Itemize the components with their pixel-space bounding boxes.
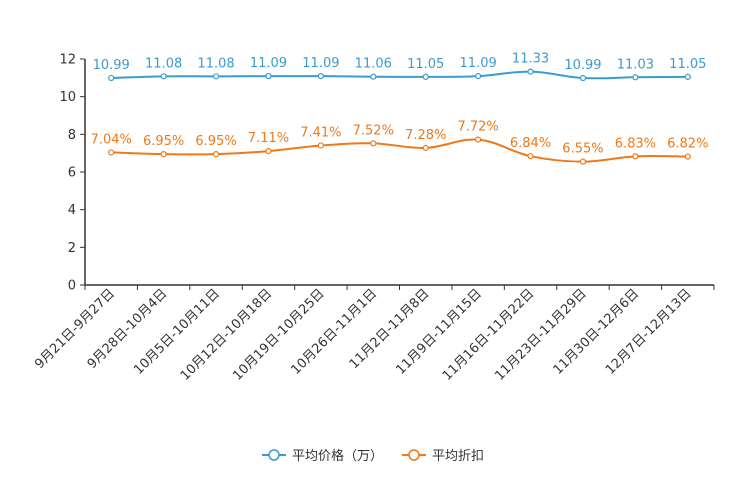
legend-circle-icon	[268, 449, 280, 461]
data-point[interactable]	[317, 142, 324, 149]
legend-item-1[interactable]: 平均折扣	[402, 449, 484, 464]
data-label: 11.09	[460, 56, 497, 71]
legend-item-0[interactable]: 平均价格（万）	[262, 448, 383, 464]
y-tick-label: 6	[68, 166, 76, 181]
y-tick-label: 12	[59, 53, 76, 68]
data-point[interactable]	[108, 74, 115, 82]
data-point[interactable]	[475, 73, 482, 80]
data-point[interactable]	[370, 140, 377, 147]
data-label: 7.11%	[248, 131, 289, 146]
data-label: 6.95%	[143, 134, 184, 149]
data-label: 6.83%	[615, 136, 656, 151]
x-tick-label: 10月19日-10月25日	[230, 286, 327, 383]
data-point[interactable]	[370, 73, 377, 80]
data-point[interactable]	[579, 158, 587, 165]
y-tick-label: 10	[59, 90, 76, 105]
x-tick-label: 11月23日-11月29日	[492, 286, 589, 383]
data-point[interactable]	[317, 73, 324, 80]
axes: 0246810129月21日-9月27日9月28日-10月4日10月5日-10月…	[32, 53, 715, 384]
series-line	[111, 70, 688, 80]
data-label: 7.04%	[91, 132, 132, 147]
data-point[interactable]	[212, 73, 220, 80]
data-label: 6.82%	[667, 137, 708, 152]
y-tick-label: 0	[68, 279, 76, 294]
data-point[interactable]	[475, 136, 482, 143]
data-point[interactable]	[684, 153, 691, 160]
data-label: 11.08	[145, 56, 182, 71]
data-label: 11.33	[512, 52, 549, 67]
data-label: 11.06	[355, 57, 392, 72]
data-label: 11.08	[197, 56, 234, 71]
x-tick-label: 11月16日-11月22日	[440, 286, 537, 383]
data-point[interactable]	[422, 144, 429, 151]
data-point[interactable]	[579, 74, 587, 82]
data-label: 7.52%	[353, 123, 394, 138]
data-label: 11.05	[407, 57, 444, 72]
data-label: 6.95%	[195, 134, 236, 149]
data-point[interactable]	[212, 151, 220, 158]
data-label: 11.09	[302, 56, 339, 71]
data-label: 11.09	[250, 56, 287, 71]
series-line	[111, 138, 688, 163]
y-tick-label: 8	[68, 128, 76, 143]
series-layer: 10.99 11.08 11.08 11.09 11.09 11.06 11.05 11.09…	[91, 52, 708, 165]
data-label: 6.55%	[562, 142, 603, 157]
legend-circle-icon	[408, 449, 420, 461]
data-point[interactable]	[108, 149, 115, 156]
data-point[interactable]	[160, 151, 167, 158]
x-tick-label: 10月12日-10月18日	[178, 286, 275, 383]
data-label: 11.05	[669, 57, 706, 72]
data-label: 7.28%	[405, 128, 446, 143]
data-point[interactable]	[527, 153, 534, 160]
data-label: 7.41%	[300, 125, 341, 140]
legend-label: 平均价格（万）	[292, 448, 383, 464]
data-point[interactable]	[265, 73, 272, 80]
y-tick-label: 2	[68, 241, 76, 256]
data-point[interactable]	[632, 74, 639, 81]
data-point[interactable]	[160, 73, 167, 80]
y-tick-label: 4	[68, 203, 76, 218]
data-point[interactable]	[422, 73, 429, 80]
data-point[interactable]	[265, 147, 272, 155]
data-point[interactable]	[527, 68, 534, 75]
series-0: 10.99 11.08 11.08 11.09 11.09 11.06 11.05 11.09…	[93, 52, 706, 82]
legend-label: 平均折扣	[432, 449, 484, 464]
data-label: 10.99	[93, 58, 130, 73]
data-label: 7.72%	[457, 120, 498, 135]
data-label: 11.03	[617, 57, 654, 72]
legend[interactable]: 平均价格（万） 平均折扣	[262, 448, 484, 464]
data-point[interactable]	[684, 73, 691, 80]
series-1: 7.04% 6.95% 6.95% 7.11% 7.41% 7.52% 7.28% 7.72%…	[91, 120, 708, 165]
data-label: 10.99	[564, 58, 601, 73]
data-label: 6.84%	[510, 136, 551, 151]
data-point[interactable]	[632, 153, 639, 160]
